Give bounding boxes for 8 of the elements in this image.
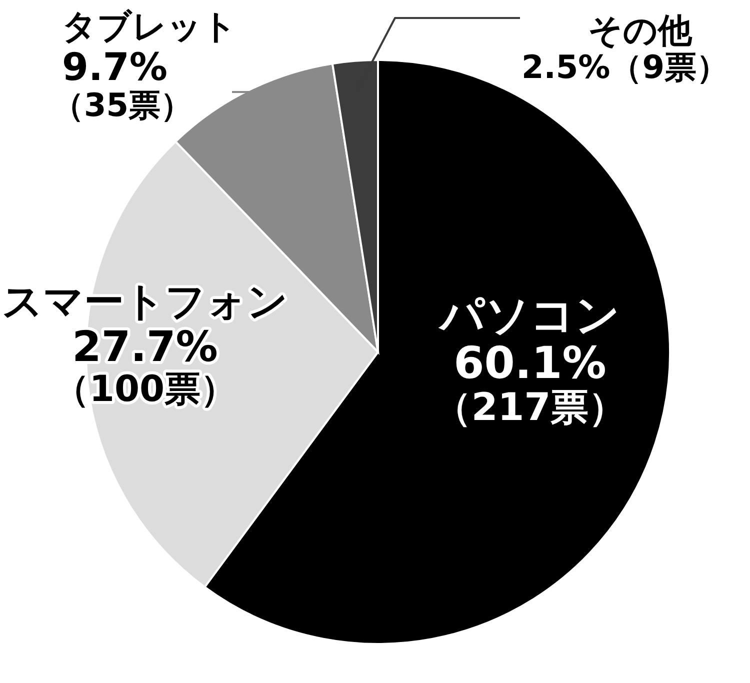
slice-label: タブレット: [62, 7, 237, 47]
slice-label: その他: [588, 11, 693, 51]
data-label: 27.7%（100票）: [53, 322, 237, 410]
data-label: 60.1%（217票）: [433, 338, 627, 429]
slice-label: パソコン: [438, 290, 620, 341]
slice-label: スマートフォン: [2, 279, 288, 325]
data-label: 2.5%（9票）: [521, 48, 729, 86]
data-label: 9.7%（35票）: [52, 45, 193, 124]
